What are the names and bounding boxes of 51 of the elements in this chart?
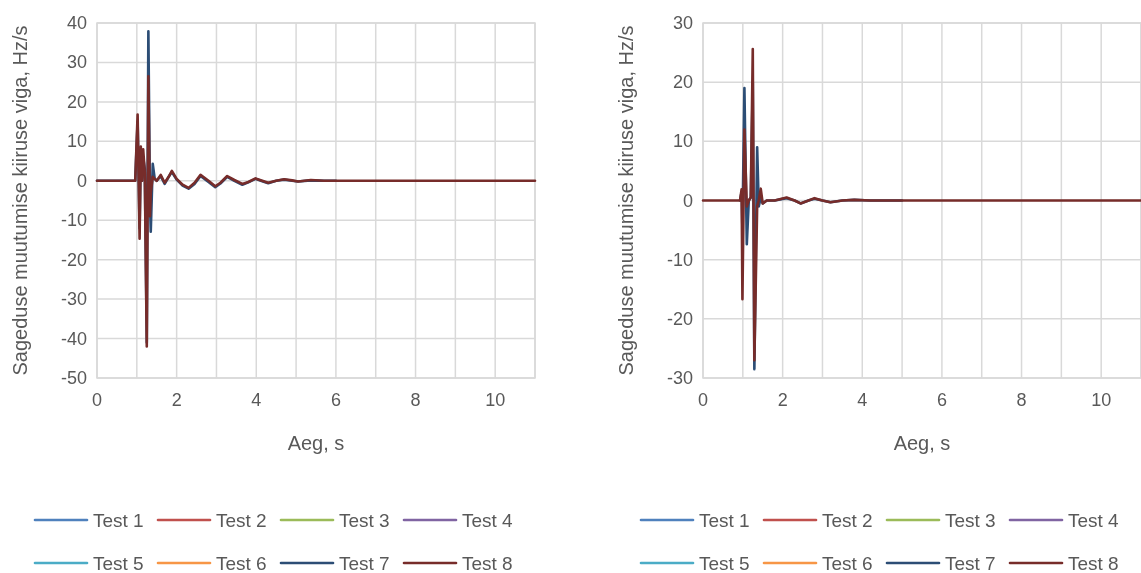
y-tick-label: -10 xyxy=(60,210,87,231)
y-tick-label: -20 xyxy=(666,308,693,329)
x-tick-label: 4 xyxy=(251,390,262,410)
legend-label: Test 7 xyxy=(339,553,390,573)
y-tick-label: 10 xyxy=(672,131,693,152)
y-axis-title: Sageduse muutumise kiiruse viga, Hz/s xyxy=(9,25,31,376)
x-tick-label: 8 xyxy=(1016,390,1027,410)
x-tick-label: 0 xyxy=(697,390,709,410)
y-tick-label: -20 xyxy=(60,249,87,270)
y-tick-label: -40 xyxy=(60,328,87,349)
x-tick-label: 0 xyxy=(91,390,103,410)
line-series xyxy=(701,47,1141,362)
y-axis-title: Sageduse muutumise kiiruse viga, Hz/s xyxy=(615,25,637,376)
legend-label: Test 8 xyxy=(1068,553,1119,573)
x-tick-label: 10 xyxy=(485,390,506,410)
x-tick-label: 8 xyxy=(410,390,421,410)
legend-label: Test 1 xyxy=(93,510,144,531)
legend-label: Test 6 xyxy=(216,553,267,573)
legend-label: Test 3 xyxy=(945,510,996,531)
x-tick-label: 6 xyxy=(330,390,341,410)
y-tick-label: 30 xyxy=(672,13,693,33)
y-tick-label: 30 xyxy=(66,52,87,73)
y-tick-label: 20 xyxy=(66,91,87,112)
y-tick-label: 0 xyxy=(76,170,87,191)
x-tick-label: 10 xyxy=(1091,390,1112,410)
x-tick-label: 2 xyxy=(777,390,788,410)
legend-label: Test 6 xyxy=(822,553,873,573)
legend-label: Test 2 xyxy=(822,510,873,531)
y-tick-label: -30 xyxy=(666,368,693,388)
legend-label: Test 8 xyxy=(462,553,513,573)
legend-label: Test 5 xyxy=(699,553,750,573)
legend-label: Test 2 xyxy=(216,510,267,531)
x-axis-title: Aeg, s xyxy=(287,432,345,454)
y-tick-label: 40 xyxy=(66,13,87,33)
legend-label: Test 5 xyxy=(93,553,144,573)
y-tick-label: 20 xyxy=(672,72,693,93)
legend-label: Test 4 xyxy=(462,510,514,531)
legend-label: Test 1 xyxy=(699,510,750,531)
x-tick-label: 4 xyxy=(857,390,868,410)
y-tick-label: 0 xyxy=(682,190,693,211)
y-tick-label: -30 xyxy=(60,289,87,310)
y-tick-label: 10 xyxy=(66,131,87,152)
x-tick-label: 6 xyxy=(936,390,947,410)
y-tick-label: -50 xyxy=(60,368,87,388)
legend-label: Test 4 xyxy=(1068,510,1120,531)
line-series xyxy=(95,74,537,348)
x-axis-title: Aeg, s xyxy=(893,432,951,454)
legend-label: Test 7 xyxy=(945,553,996,573)
legend-label: Test 3 xyxy=(339,510,390,531)
x-tick-label: 2 xyxy=(171,390,182,410)
y-tick-label: -10 xyxy=(666,249,693,270)
